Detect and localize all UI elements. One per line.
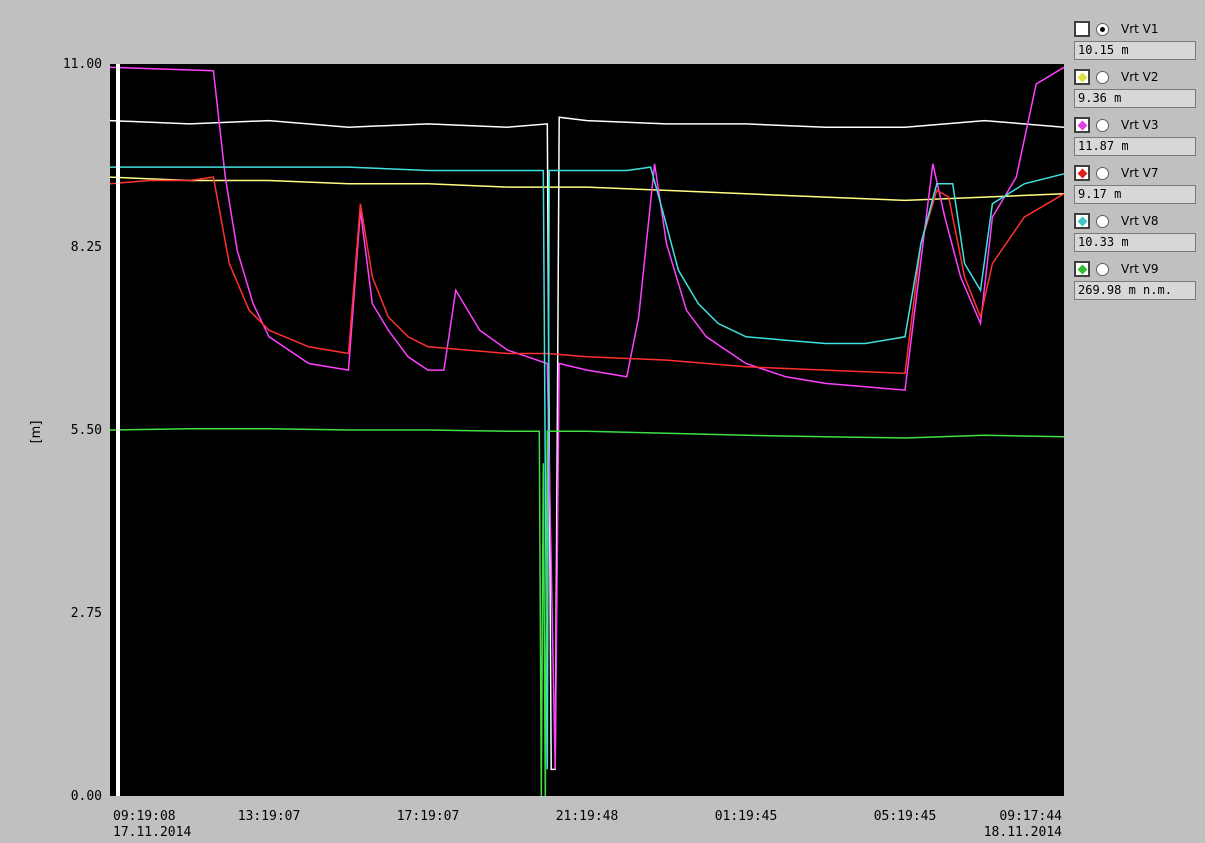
series-line-vrt-v8 [110, 166, 1065, 770]
legend-series-value: 269.98 m n.m. [1074, 281, 1196, 300]
x-tick-time: 21:19:48 [556, 809, 619, 824]
series-line-vrt-v2 [109, 176, 1065, 202]
series-line-vrt-v7 [109, 176, 1065, 375]
diamond-icon [1077, 72, 1087, 82]
legend-item: Vrt V1 10.15 m [1074, 18, 1198, 60]
color-swatch-checkbox[interactable] [1074, 21, 1090, 37]
diamond-icon [1077, 264, 1087, 274]
series-line-vrt-v3 [109, 66, 1065, 770]
legend-item: Vrt V7 9.17 m [1074, 162, 1198, 204]
legend-series-name: Vrt V9 [1121, 262, 1159, 276]
y-tick-label: 2.75 [71, 606, 102, 621]
x-tick-time: 01:19:45 [715, 809, 778, 824]
legend-series-name: Vrt V3 [1121, 118, 1159, 132]
legend-series-name: Vrt V2 [1121, 70, 1159, 84]
x-tick-time: 05:19:45 [874, 809, 937, 824]
legend-item: Vrt V3 11.87 m [1074, 114, 1198, 156]
legend-item: Vrt V8 10.33 m [1074, 210, 1198, 252]
legend-series-name: Vrt V7 [1121, 166, 1159, 180]
diamond-icon [1077, 216, 1087, 226]
y-tick-label: 0.00 [71, 789, 102, 804]
legend-series-value: 10.15 m [1074, 41, 1196, 60]
y-tick-label: 8.25 [71, 240, 102, 255]
y-axis: 11.00 8.25 5.50 2.75 0.00 [63, 57, 102, 804]
diamond-icon [1077, 24, 1087, 34]
legend-series-value: 9.17 m [1074, 185, 1196, 204]
x-tick-time: 17:19:07 [397, 809, 460, 824]
series-radio-button[interactable] [1096, 214, 1109, 228]
series-radio-button[interactable] [1096, 118, 1109, 132]
x-tick-date: 17.11.2014 [113, 825, 191, 840]
y-tick-label: 11.00 [63, 57, 102, 72]
series-radio-button[interactable] [1096, 70, 1109, 84]
y-tick-label: 5.50 [71, 423, 102, 438]
series-layer [109, 66, 1065, 797]
plot-area [110, 64, 1064, 796]
series-radio-button[interactable] [1096, 166, 1109, 180]
color-swatch-checkbox[interactable] [1074, 69, 1090, 85]
legend: Vrt V1 10.15 m Vrt V2 9.36 m Vrt V3 11.87 m Vr… [1074, 18, 1198, 306]
diamond-icon [1077, 168, 1087, 178]
legend-series-value: 10.33 m [1074, 233, 1196, 252]
legend-series-value: 11.87 m [1074, 137, 1196, 156]
legend-item: Vrt V9 269.98 m n.m. [1074, 258, 1198, 300]
diamond-icon [1077, 120, 1087, 130]
color-swatch-checkbox[interactable] [1074, 261, 1090, 277]
series-radio-button[interactable] [1096, 22, 1109, 36]
color-swatch-checkbox[interactable] [1074, 165, 1090, 181]
x-tick-time: 09:17:44 [999, 809, 1062, 824]
x-tick-date: 18.11.2014 [984, 825, 1062, 840]
color-swatch-checkbox[interactable] [1074, 213, 1090, 229]
legend-series-name: Vrt V1 [1121, 22, 1159, 36]
legend-series-value: 9.36 m [1074, 89, 1196, 108]
x-tick-time: 13:19:07 [238, 809, 301, 824]
legend-series-name: Vrt V8 [1121, 214, 1159, 228]
y-axis-title: [m] [29, 421, 44, 444]
color-swatch-checkbox[interactable] [1074, 117, 1090, 133]
x-tick-time: 09:19:08 [113, 809, 176, 824]
series-radio-button[interactable] [1096, 262, 1109, 276]
legend-item: Vrt V2 9.36 m [1074, 66, 1198, 108]
series-line-vrt-v9 [109, 427, 1065, 797]
radio-dot-icon [1100, 26, 1105, 32]
